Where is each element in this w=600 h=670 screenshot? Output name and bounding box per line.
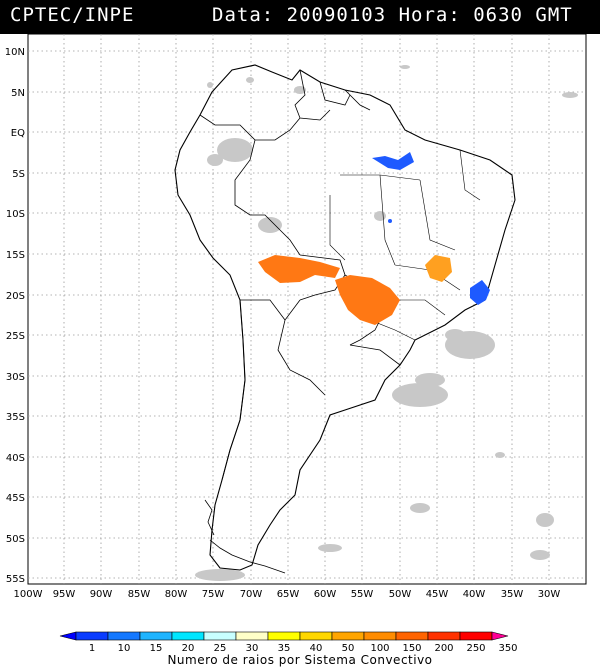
lat-label: 40S: [6, 453, 25, 464]
lat-label: 10N: [5, 47, 25, 58]
legend-swatch: [107, 631, 141, 641]
lat-label: 5N: [11, 88, 25, 99]
convective-systems: [258, 152, 490, 325]
system-orange-paraguay: [335, 275, 400, 325]
legend-swatch: [299, 631, 333, 641]
legend-swatch: [59, 631, 77, 641]
legend-colorbar: [59, 631, 509, 641]
lat-label: EQ: [11, 128, 25, 139]
longitude-labels: 100W 95W 90W 85W 80W 75W 70W 65W 60W 55W…: [14, 589, 561, 600]
legend-value: 350: [498, 643, 517, 654]
lat-label: 35S: [6, 412, 25, 423]
date-time-label: Data: 20090103 Hora: 0630 GMT: [212, 4, 573, 26]
legend-swatch: [395, 631, 429, 641]
lon-label: 100W: [14, 589, 43, 600]
legend-swatch: [139, 631, 173, 641]
lon-label: 90W: [90, 589, 113, 600]
system-blue-coast: [470, 280, 490, 305]
legend-value: 100: [370, 643, 389, 654]
lon-label: 75W: [202, 589, 225, 600]
legend-swatch: [363, 631, 397, 641]
lon-label: 70W: [240, 589, 263, 600]
lon-label: 45W: [426, 589, 449, 600]
legend-swatch: [491, 631, 509, 641]
lat-label: 45S: [6, 493, 25, 504]
lat-label: 55S: [6, 574, 25, 585]
map-frame: [27, 33, 587, 585]
legend-swatch: [267, 631, 301, 641]
legend-swatch: [331, 631, 365, 641]
system-orange-bolivia: [258, 255, 340, 283]
lat-label: 25S: [6, 331, 25, 342]
lon-label: 50W: [389, 589, 412, 600]
legend-value: 35: [278, 643, 291, 654]
lat-label: 30S: [6, 372, 25, 383]
legend-value: 150: [402, 643, 421, 654]
legend-swatch: [203, 631, 237, 641]
legend-swatch: [459, 631, 493, 641]
lat-label: 15S: [6, 250, 25, 261]
lon-label: 60W: [314, 589, 337, 600]
lon-label: 65W: [277, 589, 300, 600]
legend-value: 1: [89, 643, 95, 654]
legend-value: 20: [182, 643, 195, 654]
legend-swatch: [171, 631, 205, 641]
legend-value: 250: [466, 643, 485, 654]
legend-value: 25: [214, 643, 227, 654]
lon-label: 30W: [538, 589, 561, 600]
legend-swatch: [235, 631, 269, 641]
system-amber-minas: [425, 255, 452, 282]
legend-value: 10: [118, 643, 131, 654]
latitude-labels: 10N 5N EQ 5S 10S 15S 20S 25S 30S 35S 40S…: [5, 47, 25, 585]
legend-caption: Numero de raios por Sistema Convectivo: [167, 653, 433, 667]
legend-value: 30: [246, 643, 259, 654]
lon-label: 80W: [165, 589, 188, 600]
system-blue-small: [388, 219, 392, 223]
lon-label: 40W: [463, 589, 486, 600]
lon-label: 95W: [53, 589, 76, 600]
lat-label: 50S: [6, 534, 25, 545]
map-header: CPTEC/INPE Data: 20090103 Hora: 0630 GMT: [0, 0, 600, 34]
legend-swatch: [75, 631, 109, 641]
legend-swatch: [427, 631, 461, 641]
continent-outline: [174, 64, 516, 571]
legend-value: 200: [434, 643, 453, 654]
lat-label: 20S: [6, 291, 25, 302]
legend-values: 1 10 15 20 25 30 35 40 50 100 150 200 25…: [89, 643, 518, 654]
cloud-cover: [195, 65, 578, 581]
lon-label: 55W: [351, 589, 374, 600]
system-blue-amazon: [372, 152, 414, 170]
lat-label: 5S: [12, 169, 25, 180]
legend-value: 40: [310, 643, 323, 654]
southern-islands: [204, 499, 286, 574]
legend-value: 15: [150, 643, 163, 654]
legend-value: 50: [342, 643, 355, 654]
agency-title: CPTEC/INPE: [10, 4, 135, 26]
lon-label: 35W: [501, 589, 524, 600]
lon-label: 85W: [128, 589, 151, 600]
lat-label: 10S: [6, 209, 25, 220]
